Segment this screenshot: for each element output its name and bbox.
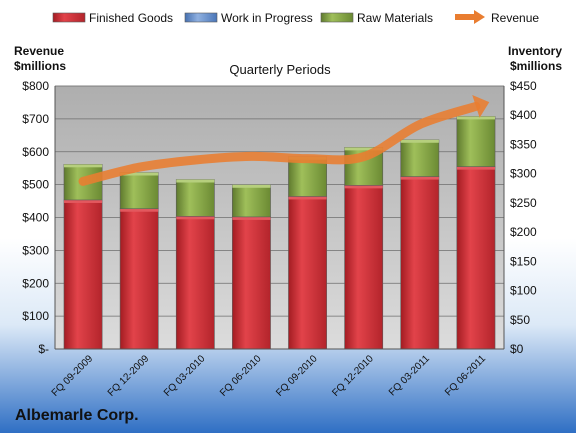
chart-subtitle: Quarterly Periods [229,62,331,77]
bar-top-highlight [232,184,271,188]
right-tick-label: $200 [510,225,537,239]
bar-top-highlight [176,179,215,183]
bar-top-highlight [120,172,159,176]
left-tick-label: $400 [22,211,49,225]
left-tick-label: $500 [22,178,49,192]
bar-finished-goods [119,208,159,350]
bar-top-highlight [232,216,271,220]
legend-swatch [52,12,86,23]
bar-raw-materials [456,116,496,167]
bar-raw-materials [119,172,159,210]
legend-swatch [320,12,354,23]
left-tick-label: $800 [22,79,49,93]
bar-top-highlight [456,166,496,170]
bar-top-highlight [120,208,159,212]
legend-label: Finished Goods [89,11,173,25]
bar-top-highlight [63,199,103,203]
right-tick-label: $450 [510,79,537,93]
bar-raw-materials [175,179,215,217]
left-tick-label: $- [38,342,49,356]
left-axis-title-line2: $millions [14,59,66,73]
bar-finished-goods [400,176,440,350]
right-tick-label: $250 [510,196,537,210]
revenue-line-path [78,101,481,186]
left-tick-label: $700 [22,112,49,126]
bar-finished-goods [456,166,496,350]
bar-raw-materials [400,139,440,177]
bar-finished-goods [175,216,215,350]
bar-raw-materials [232,184,271,218]
right-tick-label: $50 [510,313,530,327]
right-axis-title-line1: Inventory [508,44,562,58]
left-axis-title-line1: Revenue [14,44,64,58]
bar-top-highlight [456,116,496,120]
legend-label: Work in Progress [221,11,313,25]
bar-finished-goods [63,199,103,350]
company-name: Albemarle Corp. [15,407,139,424]
bar-top-highlight [63,164,103,168]
bar-top-highlight [400,139,439,143]
bar-top-highlight [344,147,383,151]
legend-swatch [184,12,218,23]
legend-arrow-icon [474,10,485,24]
revenue-arrowhead [472,94,490,118]
right-tick-label: $100 [510,284,537,298]
bar-top-highlight [288,196,327,200]
right-axis-title-line2: $millions [510,59,562,73]
revenue-line [78,94,490,186]
bars [63,116,496,350]
legend: Finished Goods Work in Progress Raw Materi… [52,10,539,25]
bar-top-highlight [176,216,215,220]
left-tick-label: $300 [22,243,49,257]
right-tick-label: $0 [510,342,524,356]
bar-finished-goods [232,216,271,350]
right-tick-label: $300 [510,167,537,181]
bar-top-highlight [400,176,439,180]
left-tick-label: $200 [22,276,49,290]
right-tick-label: $150 [510,254,537,268]
legend-label: Raw Materials [357,11,433,25]
bar-top-highlight [344,185,383,189]
right-tick-label: $400 [510,108,537,122]
left-tick-label: $100 [22,309,49,323]
legend-label: Revenue [491,11,539,25]
bar-finished-goods [344,185,384,350]
left-tick-label: $600 [22,145,49,159]
bar-finished-goods [288,196,327,350]
right-tick-label: $350 [510,137,537,151]
